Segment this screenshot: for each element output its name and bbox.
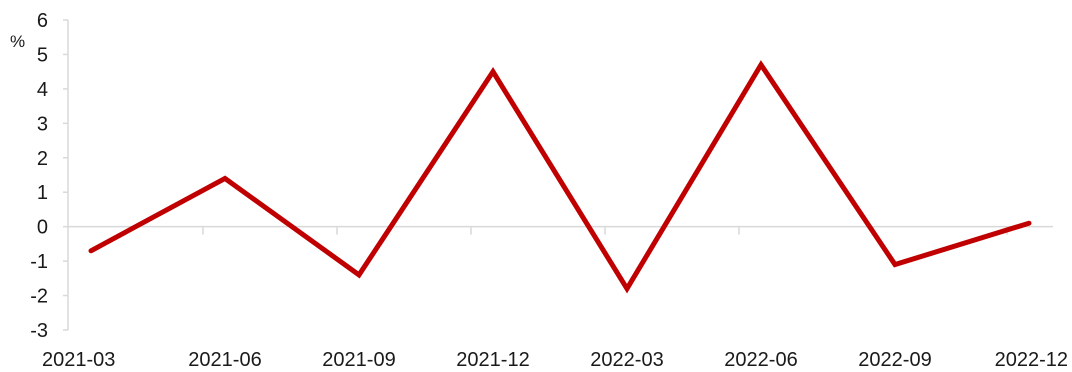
y-axis: -3 -2 -1 0 1 2 3 4 5 6 [30,10,69,342]
x-axis: 2021-03 2021-06 2021-09 2021-12 2022-03 2022-… [42,225,1068,371]
series-line [88,60,1032,294]
y-tick-label: 3 [37,113,48,135]
y-tick-label: -1 [30,251,48,273]
x-tick-label: 2021-03 [42,349,115,371]
x-tick-label: 2021-12 [456,349,529,371]
y-tick-label: -3 [30,320,48,342]
x-tick-label: 2022-12 [995,349,1068,371]
x-tick-label: 2022-03 [590,349,663,371]
y-tick-label: 4 [37,79,48,101]
x-tick-label: 2021-09 [322,349,395,371]
y-tick-label: 0 [37,217,48,239]
y-tick-label: 5 [37,44,48,66]
series-layer [88,60,1032,294]
x-tick-label: 2022-09 [858,349,931,371]
x-tick-label: 2021-06 [188,349,261,371]
y-unit-label: % [10,32,25,51]
x-tick-label: 2022-06 [724,349,797,371]
y-tick-label: -2 [30,286,48,308]
y-tick-label: 1 [37,182,48,204]
y-tick-label: 6 [37,10,48,32]
y-tick-label: 2 [37,148,48,170]
